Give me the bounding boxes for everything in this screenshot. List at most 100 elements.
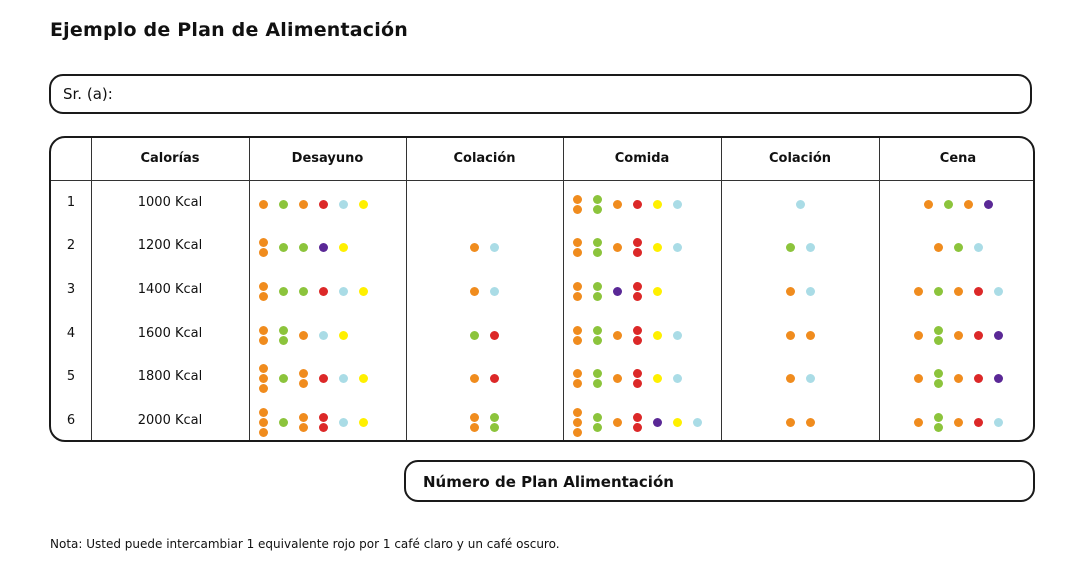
food-dot-c (805, 286, 815, 296)
food-dot-r (632, 378, 642, 388)
plan-number-label: Número de Plan Alimentación (423, 473, 674, 491)
footnote: Nota: Usted puede intercambiar 1 equival… (50, 537, 560, 551)
food-dot-o (258, 199, 268, 209)
food-dot-o (258, 247, 268, 257)
food-dot-p (983, 199, 993, 209)
food-dot-g (933, 325, 943, 335)
food-dot-c (672, 373, 682, 383)
food-dot-o (963, 199, 973, 209)
food-dot-y (652, 199, 662, 209)
food-dot-o (298, 368, 308, 378)
food-dot-o (805, 330, 815, 340)
food-dot-o (258, 417, 268, 427)
food-dot-g (278, 199, 288, 209)
row-number: 2 (66, 238, 76, 253)
food-dot-r (318, 286, 328, 296)
row-calories: 1200 Kcal (137, 238, 203, 253)
header-breakfast: Desayuno (291, 151, 364, 166)
name-field[interactable]: Sr. (a): (49, 74, 1032, 114)
food-dot-r (632, 247, 642, 257)
food-dot-c (993, 286, 1003, 296)
food-dot-o (572, 237, 582, 247)
meal-plan-table: Calorías Desayuno Colación Comida Colación Ce… (49, 136, 1035, 442)
food-dot-o (258, 373, 268, 383)
food-dot-y (338, 242, 348, 252)
food-dot-r (632, 291, 642, 301)
food-dot-g (278, 242, 288, 252)
food-dot-o (612, 199, 622, 209)
food-dot-o (572, 417, 582, 427)
food-dot-o (805, 417, 815, 427)
food-dot-o (258, 427, 268, 437)
food-dot-c (993, 417, 1003, 427)
food-dot-g (933, 368, 943, 378)
food-dot-p (993, 330, 1003, 340)
food-dot-g (592, 291, 602, 301)
food-dot-o (933, 242, 943, 252)
food-dot-c (973, 242, 983, 252)
plan-number-field[interactable]: Número de Plan Alimentación (404, 460, 1035, 502)
food-dot-r (632, 281, 642, 291)
food-dot-g (933, 422, 943, 432)
food-dot-r (632, 422, 642, 432)
food-dot-y (358, 373, 368, 383)
food-dot-g (933, 286, 943, 296)
food-dot-y (652, 242, 662, 252)
food-dot-r (490, 330, 499, 340)
food-dot-r (632, 237, 642, 247)
food-dot-p (993, 373, 1003, 383)
food-dot-o (785, 330, 795, 340)
food-dot-g (592, 194, 602, 204)
food-dot-y (358, 199, 368, 209)
food-dot-g (278, 335, 288, 345)
food-dot-o (572, 281, 582, 291)
food-dot-o (470, 242, 479, 252)
food-dot-o (785, 373, 795, 383)
food-dot-o (572, 378, 582, 388)
food-dot-o (572, 335, 582, 345)
food-dot-r (632, 325, 642, 335)
food-dot-o (612, 242, 622, 252)
food-dot-r (318, 199, 328, 209)
food-dot-y (338, 330, 348, 340)
food-dot-r (632, 412, 642, 422)
food-dot-o (913, 373, 923, 383)
food-dot-o (572, 247, 582, 257)
food-dot-o (470, 373, 479, 383)
food-dot-g (592, 325, 602, 335)
food-dot-o (470, 422, 479, 432)
food-dot-g (298, 242, 308, 252)
food-dot-o (258, 383, 268, 393)
food-dot-g (943, 199, 953, 209)
food-dot-o (572, 407, 582, 417)
food-dot-r (318, 373, 328, 383)
food-dot-c (795, 199, 805, 209)
header-divider (51, 180, 1033, 181)
food-dot-o (572, 325, 582, 335)
food-dot-y (358, 417, 368, 427)
food-dot-g (785, 242, 795, 252)
food-dot-o (612, 330, 622, 340)
food-dot-o (913, 417, 923, 427)
food-dot-o (923, 199, 933, 209)
header-lunch: Comida (614, 151, 670, 166)
food-dot-o (953, 373, 963, 383)
row-number: 3 (66, 282, 76, 297)
row-number: 4 (66, 326, 76, 341)
food-dot-g (592, 204, 602, 214)
row-calories: 1400 Kcal (137, 282, 203, 297)
header-snack-1: Colación (453, 151, 516, 166)
row-calories: 2000 Kcal (137, 413, 203, 428)
food-dot-c (318, 330, 328, 340)
food-dot-o (913, 286, 923, 296)
food-dot-c (805, 373, 815, 383)
food-dot-o (258, 281, 268, 291)
header-dinner: Cena (939, 151, 977, 166)
food-dot-o (258, 335, 268, 345)
food-dot-g (278, 286, 288, 296)
food-dot-c (338, 373, 348, 383)
food-dot-y (652, 286, 662, 296)
food-dot-y (652, 373, 662, 383)
food-dot-o (258, 325, 268, 335)
column-divider (879, 138, 880, 440)
